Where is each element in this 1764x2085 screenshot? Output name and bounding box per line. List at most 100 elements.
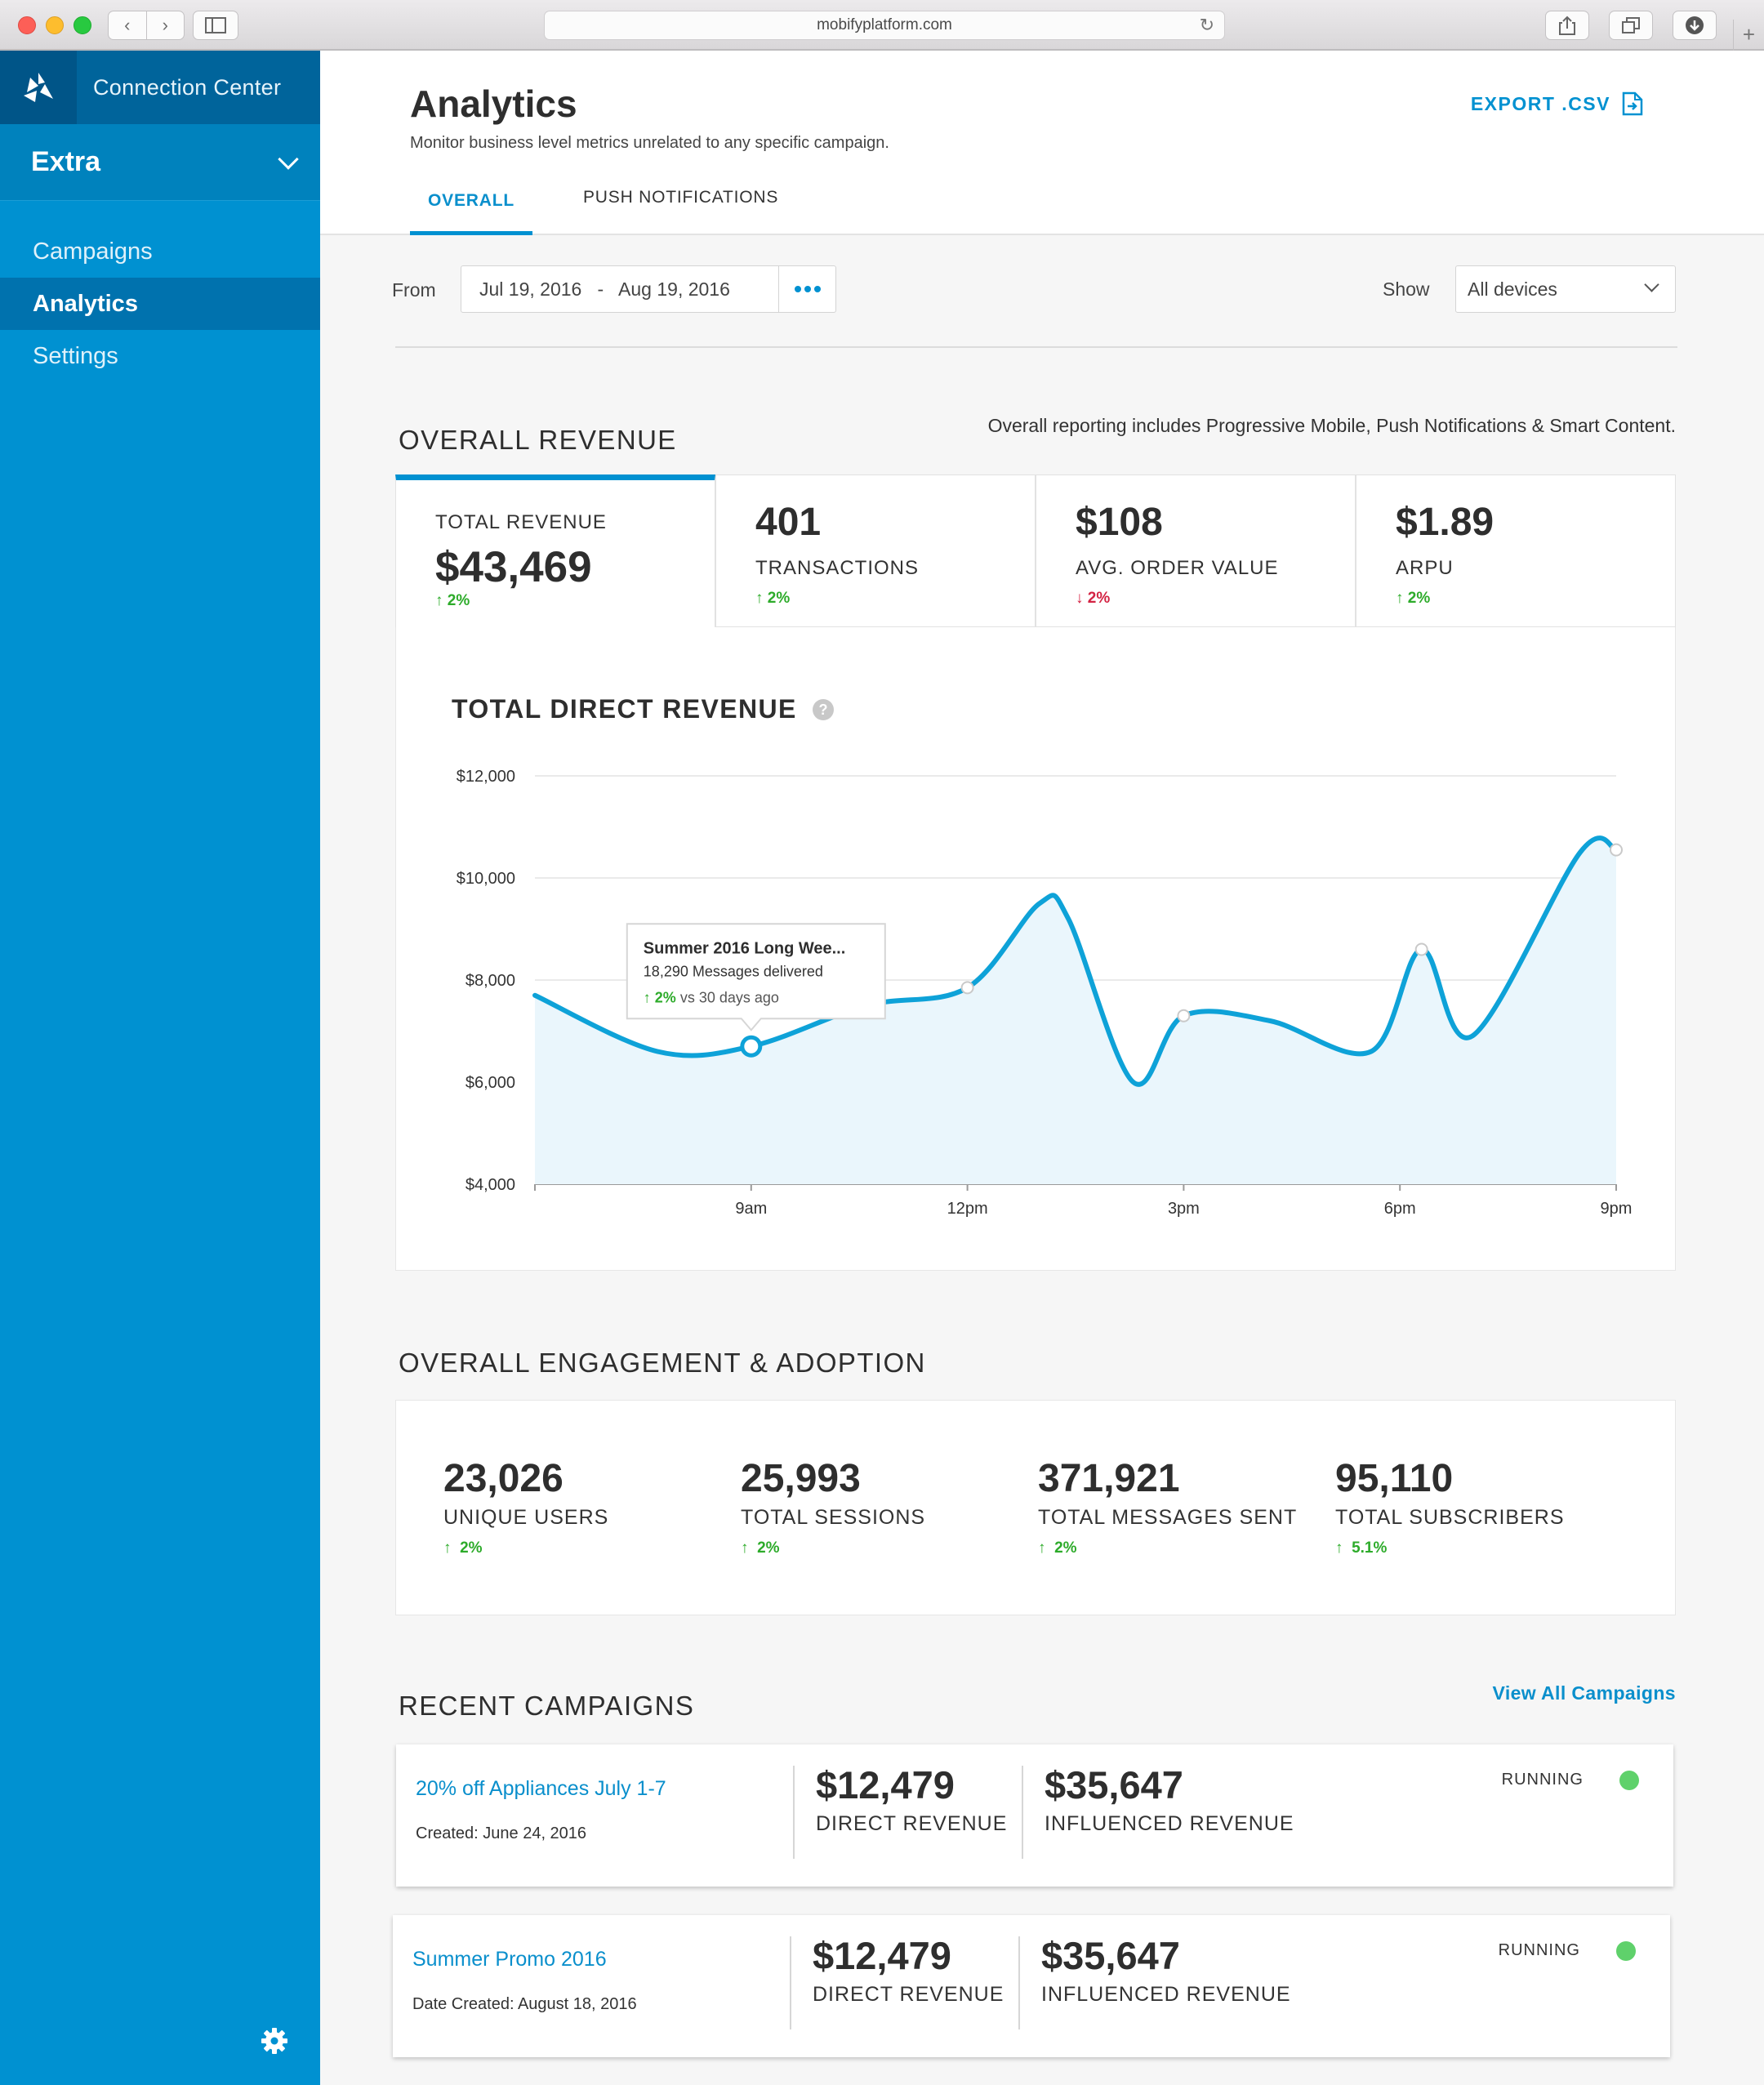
- kpi-total-revenue[interactable]: TOTAL REVENUE $43,469 ↑ 2%: [395, 474, 715, 627]
- tooltip-change: ↑ 2% vs 30 days ago: [644, 989, 779, 1005]
- close-window-button[interactable]: [18, 16, 36, 34]
- metric-total-sessions: 25,993 TOTAL SESSIONS ↑ 2%: [741, 1456, 925, 1557]
- metric-label: UNIQUE USERS: [443, 1506, 609, 1529]
- kpi-change: ↓ 2%: [1076, 590, 1111, 607]
- tab-push-notifications[interactable]: PUSH NOTIFICATIONS: [583, 188, 779, 207]
- share-button[interactable]: [1545, 11, 1589, 40]
- kpi-change: ↑ 2%: [435, 592, 470, 609]
- metric-label: INFLUENCED REVENUE: [1041, 1983, 1291, 2006]
- export-label: EXPORT .CSV: [1470, 92, 1610, 114]
- sidebar-item-settings[interactable]: Settings: [33, 343, 118, 369]
- arrow-up-icon: ↑: [741, 1539, 758, 1557]
- metric-value: 25,993: [741, 1457, 861, 1500]
- address-bar[interactable]: mobifyplatform.com ↻: [544, 11, 1225, 40]
- kpi-value: $108: [1076, 501, 1163, 544]
- campaign-name-link[interactable]: Summer Promo 2016: [412, 1948, 607, 1971]
- date-range-picker[interactable]: Jul 19, 2016 - Aug 19, 2016: [461, 265, 836, 313]
- influenced-revenue-metric: $35,647 INFLUENCED REVENUE: [1041, 1933, 1291, 2007]
- sidebar-icon: [205, 17, 226, 33]
- page-subtitle: Monitor business level metrics unrelated…: [410, 134, 889, 152]
- kpi-arpu[interactable]: $1.89 ARPU ↑ 2%: [1356, 474, 1676, 627]
- x-tick-label: 9am: [735, 1200, 767, 1218]
- metric-value: 371,921: [1038, 1457, 1180, 1500]
- device-select[interactable]: All devices: [1455, 265, 1676, 313]
- mobify-logo-icon: [24, 73, 53, 102]
- influenced-revenue-metric: $35,647 INFLUENCED REVENUE: [1045, 1762, 1294, 1836]
- highlighted-data-point: [740, 1035, 763, 1058]
- export-file-icon: [1622, 91, 1643, 116]
- arrow-up-icon: ↑: [435, 592, 448, 609]
- show-tabs-button[interactable]: [1609, 11, 1653, 40]
- engagement-card: 23,026 UNIQUE USERS ↑ 2% 25,993 TOTAL SE…: [395, 1400, 1676, 1615]
- arrow-up-icon: ↑: [443, 1539, 461, 1557]
- from-label: From: [392, 279, 436, 301]
- metric-label: TOTAL SUBSCRIBERS: [1335, 1506, 1565, 1529]
- campaign-status: RUNNING: [1501, 1771, 1584, 1789]
- sidebar-toggle-button[interactable]: [193, 11, 238, 40]
- forward-button[interactable]: ›: [162, 15, 168, 35]
- section-title-revenue: OVERALL REVENUE: [399, 425, 677, 455]
- arrow-up-icon: ↑: [755, 590, 768, 607]
- help-icon[interactable]: ?: [813, 699, 834, 720]
- kpi-avg-order-value[interactable]: $108 AVG. ORDER VALUE ↓ 2%: [1036, 474, 1356, 627]
- metric-change: ↑ 5.1%: [1335, 1539, 1388, 1557]
- metric-value: $35,647: [1041, 1934, 1180, 1977]
- tooltip-title: Summer 2016 Long Wee...: [644, 939, 846, 957]
- section-title-engagement: OVERALL ENGAGEMENT & ADOPTION: [399, 1348, 926, 1378]
- new-tab-button[interactable]: +: [1733, 20, 1764, 51]
- y-tick-label: $6,000: [466, 1074, 515, 1092]
- downloads-button[interactable]: [1673, 11, 1717, 40]
- kpi-label: TRANSACTIONS: [755, 557, 920, 579]
- series-line: [532, 835, 1619, 1087]
- section-title-campaigns: RECENT CAMPAIGNS: [399, 1691, 695, 1721]
- brand-bar: Connection Center: [0, 51, 320, 124]
- y-tick-label: $4,000: [466, 1176, 515, 1194]
- kpi-transactions[interactable]: 401 TRANSACTIONS ↑ 2%: [715, 474, 1036, 627]
- metric-change: ↑ 2%: [443, 1539, 483, 1557]
- campaign-card[interactable]: Summer Promo 2016 Date Created: August 1…: [393, 1915, 1670, 2057]
- metric-total-messages-sent: 371,921 TOTAL MESSAGES SENT ↑ 2%: [1038, 1456, 1297, 1557]
- tooltip-messages: 18,290 Messages delivered: [644, 963, 823, 979]
- zoom-window-button[interactable]: [74, 16, 91, 34]
- kpi-label: TOTAL REVENUE: [435, 511, 607, 533]
- org-switcher[interactable]: Extra: [0, 124, 320, 201]
- export-csv-button[interactable]: EXPORT .CSV: [1471, 91, 1643, 116]
- show-label: Show: [1383, 278, 1430, 300]
- kpi-value: $43,469: [435, 543, 592, 591]
- reload-icon[interactable]: ↻: [1199, 15, 1214, 35]
- y-tick-label: $10,000: [457, 870, 515, 888]
- kpi-value: 401: [755, 501, 822, 544]
- device-select-value: All devices: [1468, 278, 1557, 300]
- revenue-chart-card: $4,000 $6,000 $8,000 $10,000 $12,000 9am 12pm 3…: [395, 627, 1676, 1271]
- minimize-window-button[interactable]: [46, 16, 64, 34]
- data-point: [1177, 1009, 1191, 1022]
- metric-value: 95,110: [1335, 1457, 1454, 1500]
- series-area: [535, 838, 1616, 1184]
- arrow-down-icon: ↓: [1076, 590, 1088, 607]
- gear-icon[interactable]: [260, 2026, 289, 2056]
- metric-label: TOTAL MESSAGES SENT: [1038, 1506, 1298, 1529]
- sidebar-item-campaigns[interactable]: Campaigns: [33, 238, 153, 265]
- x-tick-label: 12pm: [947, 1200, 988, 1218]
- sidebar-item-analytics[interactable]: Analytics: [0, 278, 320, 330]
- page-header: Analytics Monitor business level metrics…: [320, 51, 1764, 235]
- metric-change: ↑ 2%: [1038, 1539, 1077, 1557]
- kpi-value: $1.89: [1396, 501, 1494, 544]
- campaign-status: RUNNING: [1498, 1941, 1580, 1959]
- kpi-row: TOTAL REVENUE $43,469 ↑ 2% 401 TRANSACTI…: [395, 474, 1676, 627]
- download-icon: [1686, 16, 1704, 34]
- back-button[interactable]: ‹: [109, 11, 147, 39]
- divider: [790, 1936, 791, 2029]
- more-options-icon[interactable]: [778, 266, 835, 312]
- logo[interactable]: [0, 51, 77, 124]
- browser-toolbar: ‹ › mobifyplatform.com ↻ +: [0, 0, 1764, 51]
- tooltip-box: [626, 923, 886, 1031]
- x-tick-label: 9pm: [1601, 1200, 1633, 1218]
- campaign-name-link[interactable]: 20% off Appliances July 1-7: [416, 1777, 666, 1800]
- tab-overall[interactable]: OVERALL: [410, 191, 532, 235]
- campaign-card[interactable]: 20% off Appliances July 1-7 Created: Jun…: [396, 1744, 1673, 1887]
- campaign-created-date: Date Created: August 18, 2016: [412, 1995, 637, 2013]
- view-all-campaigns-link[interactable]: View All Campaigns: [1492, 1682, 1676, 1704]
- data-point: [960, 981, 974, 995]
- y-tick-label: $8,000: [466, 972, 515, 990]
